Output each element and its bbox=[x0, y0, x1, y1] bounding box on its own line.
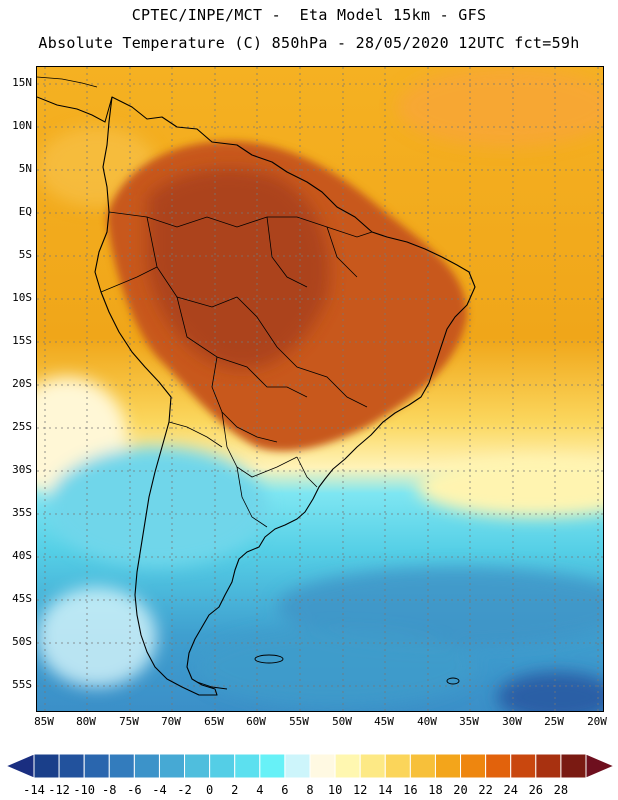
colorbar-cell bbox=[409, 753, 436, 779]
colorbar-label: -14 bbox=[23, 783, 45, 797]
lon-label: 35W bbox=[459, 715, 479, 728]
colorbar-label: 6 bbox=[281, 783, 289, 797]
lon-label: 65W bbox=[204, 715, 224, 728]
colorbar-label: -8 bbox=[102, 783, 117, 797]
colorbar-label: -12 bbox=[48, 783, 70, 797]
colorbar-cells bbox=[33, 753, 587, 779]
colorbar-label: 12 bbox=[352, 783, 368, 797]
colorbar-cell bbox=[58, 753, 85, 779]
lon-label: 60W bbox=[246, 715, 266, 728]
colorbar-cell bbox=[259, 753, 286, 779]
colorbar-label: 16 bbox=[403, 783, 418, 797]
lon-label: 25W bbox=[544, 715, 564, 728]
colorbar-label: 28 bbox=[553, 783, 569, 797]
colorbar-cell bbox=[560, 753, 587, 779]
colorbar-cell bbox=[83, 753, 110, 779]
colorbar-label: 10 bbox=[327, 783, 343, 797]
colorbar-label: 2 bbox=[231, 783, 239, 797]
colorbar-label: 20 bbox=[453, 783, 468, 797]
temperature-patches bbox=[37, 67, 603, 711]
lat-label: 30S bbox=[12, 463, 32, 476]
colorbar-cell bbox=[184, 753, 211, 779]
lat-label: 10N bbox=[12, 119, 32, 132]
colorbar-label: -6 bbox=[127, 783, 142, 797]
lon-label: 55W bbox=[289, 715, 309, 728]
colorbar-cell bbox=[234, 753, 261, 779]
lon-label: 50W bbox=[332, 715, 352, 728]
colorbar bbox=[6, 753, 614, 779]
falkland-islands bbox=[254, 654, 284, 664]
chart-subtitle: Absolute Temperature (C) 850hPa - 28/05/… bbox=[38, 34, 580, 52]
lat-label: 45S bbox=[12, 592, 32, 605]
colorbar-cell bbox=[434, 753, 462, 779]
graticule bbox=[37, 67, 603, 711]
colorbar-cell bbox=[535, 753, 562, 779]
temperature-map bbox=[36, 66, 604, 712]
colorbar-cell bbox=[359, 753, 386, 779]
colorbar-over-arrow bbox=[585, 753, 614, 779]
lon-label: 40W bbox=[417, 715, 437, 728]
colorbar-under-arrow bbox=[6, 753, 35, 779]
lat-label: 35S bbox=[12, 506, 32, 519]
colorbar-cell bbox=[133, 753, 160, 779]
south-america-outline bbox=[94, 96, 476, 696]
lat-label: 25S bbox=[12, 420, 32, 433]
colorbar-cell bbox=[460, 753, 487, 779]
colorbar-cell bbox=[33, 753, 60, 779]
lon-label: 45W bbox=[374, 715, 394, 728]
colorbar-label: 18 bbox=[428, 783, 443, 797]
colorbar-cell bbox=[309, 753, 336, 779]
lon-label: 80W bbox=[76, 715, 96, 728]
colorbar-cell bbox=[485, 753, 512, 779]
colorbar-label: 0 bbox=[206, 783, 214, 797]
lat-label: 50S bbox=[12, 635, 32, 648]
colorbar-label: 8 bbox=[306, 783, 314, 797]
lon-label: 85W bbox=[34, 715, 54, 728]
chart-title: CPTEC/INPE/MCT - Eta Model 15km - GFS bbox=[131, 6, 487, 24]
lon-label: 20W bbox=[587, 715, 607, 728]
lat-label: 15S bbox=[12, 334, 32, 347]
lat-label: 40S bbox=[12, 549, 32, 562]
lon-label: 70W bbox=[161, 715, 181, 728]
colorbar-cell bbox=[158, 753, 186, 779]
map-canvas bbox=[37, 67, 603, 711]
colorbar-cell bbox=[510, 753, 537, 779]
colorbar-label: -2 bbox=[177, 783, 192, 797]
lat-label: EQ bbox=[18, 205, 32, 218]
lon-label: 30W bbox=[502, 715, 522, 728]
colorbar-label: -4 bbox=[152, 783, 167, 797]
colorbar-cell bbox=[209, 753, 236, 779]
lat-label: 10S bbox=[12, 291, 32, 304]
colorbar-cell bbox=[284, 753, 311, 779]
lat-label: 5S bbox=[18, 248, 32, 261]
lat-label: 55S bbox=[12, 678, 32, 691]
colorbar-label: 4 bbox=[256, 783, 264, 797]
colorbar-cell bbox=[108, 753, 135, 779]
country-borders bbox=[100, 211, 373, 528]
colorbar-label: 14 bbox=[378, 783, 393, 797]
colorbar-cell bbox=[384, 753, 411, 779]
colorbar-cell bbox=[334, 753, 361, 779]
lat-label: 15N bbox=[12, 76, 32, 89]
lat-label: 20S bbox=[12, 377, 32, 390]
colorbar-label: 26 bbox=[528, 783, 544, 797]
colorbar-label: -10 bbox=[73, 783, 96, 797]
colorbar-label: 22 bbox=[478, 783, 493, 797]
lat-label: 5N bbox=[18, 162, 32, 175]
lon-label: 75W bbox=[119, 715, 139, 728]
colorbar-label: 24 bbox=[503, 783, 518, 797]
